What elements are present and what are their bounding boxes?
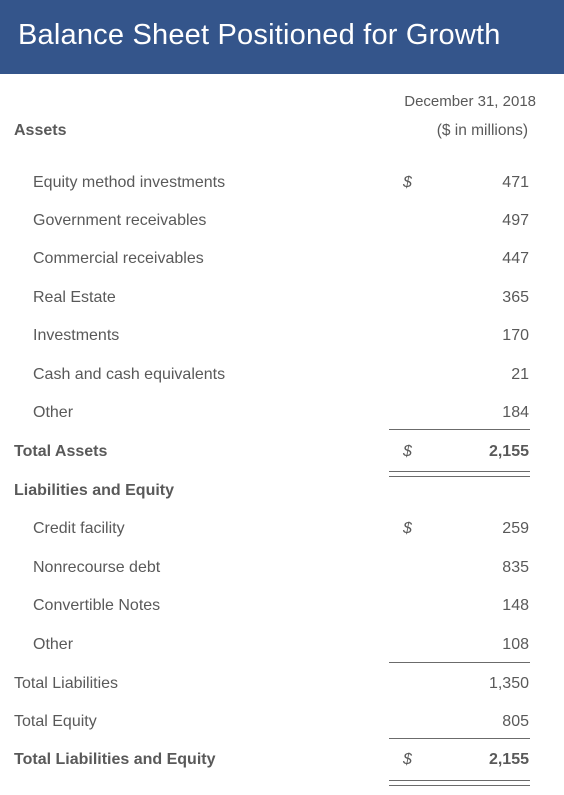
row-amount: 447	[502, 250, 529, 267]
row-label: Government receivables	[33, 212, 207, 229]
row-amount: 148	[502, 597, 529, 614]
row-amount: 1,350	[488, 675, 529, 692]
row-amount: 471	[502, 174, 529, 191]
total-liabilities-row: Total Liabilities 1,350	[0, 675, 564, 699]
double-rule-bottom	[389, 785, 530, 786]
column-header-date: December 31, 2018	[404, 93, 536, 110]
row-amount: 805	[502, 713, 529, 730]
row-amount: 497	[502, 212, 529, 229]
row-amount: 2,155	[488, 751, 529, 768]
row-label: Nonrecourse debt	[33, 559, 161, 576]
row-label: Equity method investments	[33, 174, 226, 191]
row-label: Cash and cash equivalents	[33, 366, 226, 383]
currency-symbol: $	[403, 520, 412, 537]
liabilities-section-heading-row: Liabilities and Equity	[0, 482, 564, 506]
row-amount: 184	[502, 404, 529, 421]
subtotal-rule	[389, 738, 530, 739]
total-assets-row: Total Assets $ 2,155	[0, 443, 564, 467]
table-row: Other 108	[0, 636, 564, 660]
row-label: Convertible Notes	[33, 597, 161, 614]
currency-symbol: $	[403, 751, 412, 768]
table-row: Commercial receivables 447	[0, 250, 564, 274]
table-row: Nonrecourse debt 835	[0, 559, 564, 583]
table-row: Convertible Notes 148	[0, 597, 564, 621]
double-rule-top	[389, 780, 530, 781]
subtotal-rule	[389, 429, 530, 430]
table-row: Cash and cash equivalents 21	[0, 366, 564, 390]
title-banner: Balance Sheet Positioned for Growth	[0, 0, 564, 74]
row-amount: 835	[502, 559, 529, 576]
total-liabilities-equity-row: Total Liabilities and Equity $ 2,155	[0, 751, 564, 775]
row-label: Total Liabilities and Equity	[14, 751, 216, 768]
table-row: Investments 170	[0, 327, 564, 351]
table-row: Other 184	[0, 404, 564, 428]
double-rule-bottom	[389, 476, 530, 477]
currency-symbol: $	[403, 174, 412, 191]
row-amount: 365	[502, 289, 529, 306]
row-amount: 2,155	[488, 443, 529, 460]
row-amount: 108	[502, 636, 529, 653]
table-row: Equity method investments $ 471	[0, 174, 564, 198]
row-amount: 170	[502, 327, 529, 344]
row-amount: 21	[511, 366, 529, 383]
column-header-units: ($ in millions)	[436, 122, 528, 139]
currency-symbol: $	[403, 443, 412, 460]
table-row: Real Estate 365	[0, 289, 564, 313]
row-label: Credit facility	[33, 520, 125, 537]
assets-section-heading: Assets	[14, 122, 67, 139]
row-label: Investments	[33, 327, 120, 344]
row-label: Other	[33, 404, 74, 421]
table-row: Credit facility $ 259	[0, 520, 564, 544]
total-equity-row: Total Equity 805	[0, 713, 564, 737]
row-label: Commercial receivables	[33, 250, 204, 267]
row-label: Real Estate	[33, 289, 116, 306]
page-title: Balance Sheet Positioned for Growth	[18, 19, 501, 51]
row-amount: 259	[502, 520, 529, 537]
liabilities-section-heading: Liabilities and Equity	[14, 482, 175, 499]
row-label: Total Equity	[14, 713, 97, 730]
subtotal-rule	[389, 662, 530, 663]
row-label: Total Assets	[14, 443, 108, 460]
table-row: Government receivables 497	[0, 212, 564, 236]
row-label: Other	[33, 636, 74, 653]
row-label: Total Liabilities	[14, 675, 119, 692]
double-rule-top	[389, 471, 530, 472]
